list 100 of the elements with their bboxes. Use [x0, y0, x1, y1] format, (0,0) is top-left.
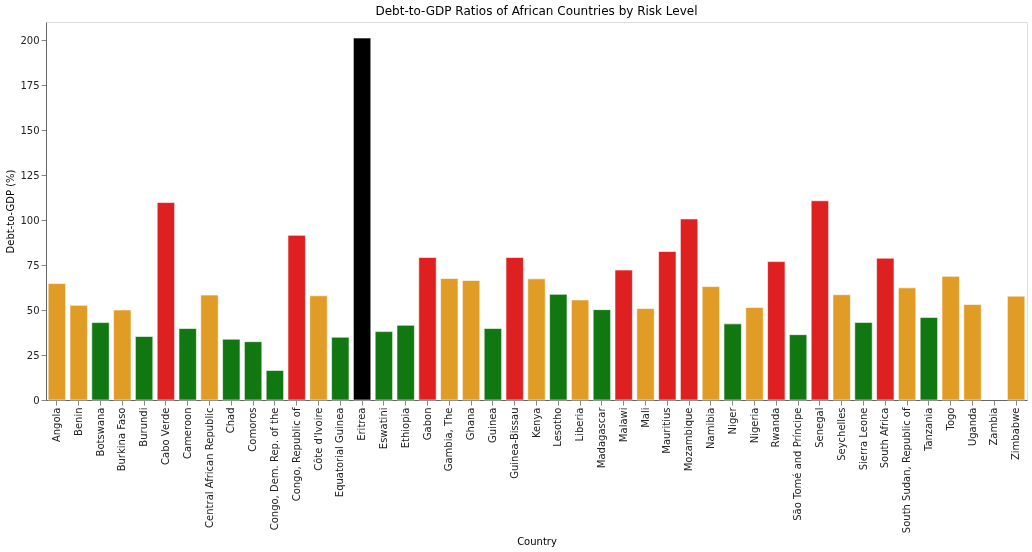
bar: [941, 276, 960, 401]
x-tick-label: South Sudan, Republic of: [901, 407, 913, 534]
bar: [614, 269, 633, 401]
x-tick-label: Burundi: [138, 407, 150, 447]
y-tick-label: 200: [20, 34, 40, 46]
x-tick-label: Congo, Dem. Rep. of the: [268, 407, 280, 531]
x-tick-label: South Africa: [879, 407, 891, 469]
x-tick-label: Tanzania: [922, 407, 934, 453]
bar: [309, 295, 328, 401]
bar: [396, 325, 415, 401]
bar: [571, 299, 590, 401]
x-tick-label: Chad: [225, 407, 237, 434]
y-tick-label: 25: [26, 349, 40, 361]
x-tick-label: Cameroon: [181, 407, 193, 459]
bar: [353, 37, 372, 401]
x-tick-label: Gabon: [421, 407, 433, 441]
bar: [91, 322, 110, 401]
x-tick-label: Equatorial Guinea: [334, 407, 346, 498]
bar: [200, 294, 219, 401]
bar: [789, 334, 808, 401]
bar: [135, 336, 154, 401]
bar: [178, 328, 197, 401]
x-tick-label: Senegal: [813, 407, 825, 448]
y-tick-label: 150: [20, 124, 40, 136]
x-axis-title: Country: [517, 536, 557, 548]
x-tick-label: Ethiopia: [399, 407, 411, 449]
x-tick-label: Uganda: [966, 407, 978, 447]
bar: [658, 251, 677, 401]
x-tick-label: Cabo Verde: [159, 407, 171, 465]
bar: [701, 286, 720, 401]
x-tick-label: Zambia: [988, 407, 1000, 446]
x-tick-label: Guinea-Bissau: [508, 407, 520, 479]
x-tick-label: Liberia: [574, 407, 586, 442]
x-tick-label: Madagascar: [595, 406, 607, 469]
x-tick-label: Zimbabwe: [1010, 407, 1022, 461]
x-tick-label: Rwanda: [770, 407, 782, 448]
bar: [331, 336, 350, 401]
bar: [876, 257, 895, 401]
bar: [527, 278, 546, 401]
x-tick-label: Guinea: [486, 407, 498, 443]
bar: [69, 305, 88, 401]
bar: [832, 294, 851, 401]
x-tick-label: Namibia: [704, 407, 716, 449]
bar: [810, 200, 829, 401]
x-tick-label: Congo, Republic of: [290, 407, 302, 502]
x-tick-label: Ghana: [465, 407, 477, 441]
x-tick-label: Mali: [639, 407, 651, 428]
bar: [745, 307, 764, 401]
x-tick-label: Niger: [726, 406, 738, 435]
y-tick-label: 75: [26, 259, 40, 271]
bar: [549, 294, 568, 401]
y-tick-label: 100: [20, 214, 40, 226]
x-tick-label: Seychelles: [835, 407, 847, 461]
bar: [462, 280, 481, 401]
bar: [265, 370, 284, 401]
x-tick-label: Mozambique: [683, 407, 695, 472]
x-tick-label: Malawi: [617, 407, 629, 443]
x-tick-label: Mauritius: [661, 407, 673, 454]
bar: [723, 323, 742, 401]
bar: [244, 341, 263, 401]
bar: [963, 304, 982, 401]
x-tick-label: Nigeria: [748, 407, 760, 444]
x-tick-label: Gambia, The: [443, 407, 455, 472]
bar: [680, 218, 699, 401]
bar: [47, 283, 66, 401]
bar: [505, 257, 524, 401]
x-tick-label: Comoros: [247, 407, 259, 452]
bar: [156, 202, 175, 401]
bar: [592, 309, 611, 401]
x-tick-label: Eritrea: [356, 407, 368, 441]
bar: [113, 309, 132, 401]
bar: [898, 287, 917, 401]
x-tick-label: Central African Republic: [203, 407, 215, 528]
y-tick-label: 175: [20, 79, 40, 91]
chart-title: Debt-to-GDP Ratios of African Countries by Risk Level: [375, 4, 698, 18]
x-tick-label: Togo: [944, 407, 956, 432]
bar: [919, 317, 938, 401]
bar: [483, 328, 502, 401]
bar: [440, 278, 459, 401]
x-tick-label: Côte d'Ivoire: [312, 407, 324, 471]
y-tick-label: 50: [26, 304, 40, 316]
bar: [374, 331, 393, 401]
x-tick-label: Lesotho: [552, 407, 564, 447]
x-tick-label: Kenya: [530, 407, 542, 439]
y-tick-label: 125: [20, 169, 40, 181]
bar: [287, 235, 306, 401]
bar: [1007, 295, 1026, 401]
y-tick-label: 0: [33, 394, 40, 406]
bar: [636, 308, 655, 401]
bar: [767, 261, 786, 401]
x-tick-label: Benin: [72, 407, 84, 436]
x-tick-label: Sierra Leone: [857, 407, 869, 471]
bar: [222, 338, 241, 401]
x-tick-label: Angola: [50, 407, 62, 443]
x-tick-label: Botswana: [94, 407, 106, 457]
bar: [418, 257, 437, 401]
x-tick-label: Eswatini: [377, 407, 389, 450]
x-tick-label: São Tomé and Príncipe: [792, 407, 804, 521]
y-axis-title: Debt-to-GDP (%): [5, 169, 17, 254]
x-tick-label: Burkina Faso: [116, 407, 128, 472]
